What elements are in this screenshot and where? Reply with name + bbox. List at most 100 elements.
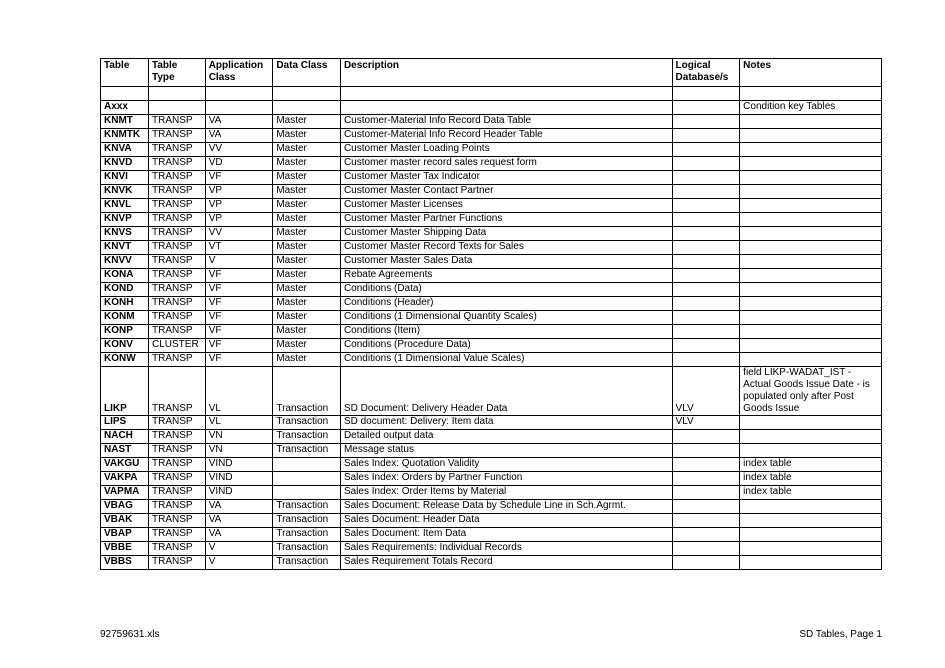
table-cell [740,283,882,297]
table-cell: field LIKP-WADAT_IST - Actual Goods Issu… [740,367,882,416]
table-cell: Sales Document: Item Data [340,528,672,542]
table-cell: Customer Master Licenses [340,199,672,213]
table-cell: KNVP [101,213,149,227]
table-cell: TRANSP [148,171,205,185]
table-cell [273,458,341,472]
table-cell [672,514,740,528]
table-cell [672,472,740,486]
table-cell: KNVL [101,199,149,213]
table-cell: TRANSP [148,514,205,528]
table-cell [740,227,882,241]
table-row: KNMTKTRANSPVAMasterCustomer-Material Inf… [101,129,882,143]
table-row: KNVSTRANSPVVMasterCustomer Master Shippi… [101,227,882,241]
table-cell: VF [205,171,273,185]
table-cell: VP [205,185,273,199]
table-cell: VD [205,157,273,171]
table-cell: VF [205,297,273,311]
table-cell [672,255,740,269]
table-cell: Master [273,297,341,311]
column-header: Table Type [148,59,205,87]
table-cell: VP [205,199,273,213]
table-cell: Sales Requirements: Individual Records [340,542,672,556]
table-cell: Conditions (Procedure Data) [340,339,672,353]
table-row: KNVITRANSPVFMasterCustomer Master Tax In… [101,171,882,185]
footer-filename: 92759631.xls [100,629,160,640]
table-row: VBAKTRANSPVATransactionSales Document: H… [101,514,882,528]
table-cell: VP [205,213,273,227]
sap-tables-table: TableTable TypeApplication ClassData Cla… [100,58,882,570]
table-cell [672,157,740,171]
table-cell [740,87,882,101]
table-cell: index table [740,458,882,472]
table-cell: VF [205,311,273,325]
table-cell [740,213,882,227]
table-cell [740,269,882,283]
table-cell: VBAP [101,528,149,542]
table-cell [672,325,740,339]
table-cell [740,514,882,528]
table-cell: Master [273,255,341,269]
table-cell: KNVT [101,241,149,255]
table-cell [205,101,273,115]
table-cell: TRANSP [148,213,205,227]
table-cell: TRANSP [148,353,205,367]
table-cell: Customer Master Shipping Data [340,227,672,241]
table-cell [740,297,882,311]
table-cell: Master [273,269,341,283]
table-cell: TRANSP [148,199,205,213]
table-cell: LIPS [101,416,149,430]
table-row: KONATRANSPVFMasterRebate Agreements [101,269,882,283]
table-cell: Sales Document: Header Data [340,514,672,528]
table-cell [672,199,740,213]
table-cell: Customer-Material Info Record Header Tab… [340,129,672,143]
table-cell: NAST [101,444,149,458]
table-cell [740,444,882,458]
table-row: VAPMATRANSPVINDSales Index: Order Items … [101,486,882,500]
table-cell: Master [273,129,341,143]
table-cell [672,353,740,367]
table-cell: TRANSP [148,486,205,500]
table-cell: TRANSP [148,325,205,339]
table-row: VBBETRANSPVTransactionSales Requirements… [101,542,882,556]
table-cell: VL [205,367,273,416]
table-row: KNVVTRANSPVMasterCustomer Master Sales D… [101,255,882,269]
table-cell: VA [205,129,273,143]
table-cell: Axxx [101,101,149,115]
table-cell [740,353,882,367]
table-cell [740,430,882,444]
table-cell: VBBE [101,542,149,556]
table-cell [740,129,882,143]
table-cell: Master [273,339,341,353]
table-cell [740,556,882,570]
table-cell: Sales Requirement Totals Record [340,556,672,570]
table-cell: Sales Index: Quotation Validity [340,458,672,472]
table-cell: Conditions (Data) [340,283,672,297]
column-header: Logical Database/s [672,59,740,87]
table-cell [672,297,740,311]
table-cell [672,311,740,325]
table-cell: KNVS [101,227,149,241]
table-row: VAKPATRANSPVINDSales Index: Orders by Pa… [101,472,882,486]
table-cell: KNVA [101,143,149,157]
table-cell: TRANSP [148,157,205,171]
table-body: AxxxCondition key TablesKNMTTRANSPVAMast… [101,87,882,570]
table-cell: Transaction [273,556,341,570]
table-cell: VA [205,115,273,129]
table-cell: Master [273,171,341,185]
table-cell: VIND [205,486,273,500]
table-cell [672,115,740,129]
table-cell: VIND [205,458,273,472]
table-cell: VAKPA [101,472,149,486]
table-cell [672,542,740,556]
table-cell [740,416,882,430]
table-cell: VF [205,353,273,367]
table-cell: Customer Master Loading Points [340,143,672,157]
table-cell [273,87,341,101]
table-row: KNVDTRANSPVDMasterCustomer master record… [101,157,882,171]
table-row: KNMTTRANSPVAMasterCustomer-Material Info… [101,115,882,129]
table-cell: TRANSP [148,297,205,311]
table-cell: KNMTK [101,129,149,143]
column-header: Table [101,59,149,87]
table-cell: VAPMA [101,486,149,500]
table-cell: Message status [340,444,672,458]
